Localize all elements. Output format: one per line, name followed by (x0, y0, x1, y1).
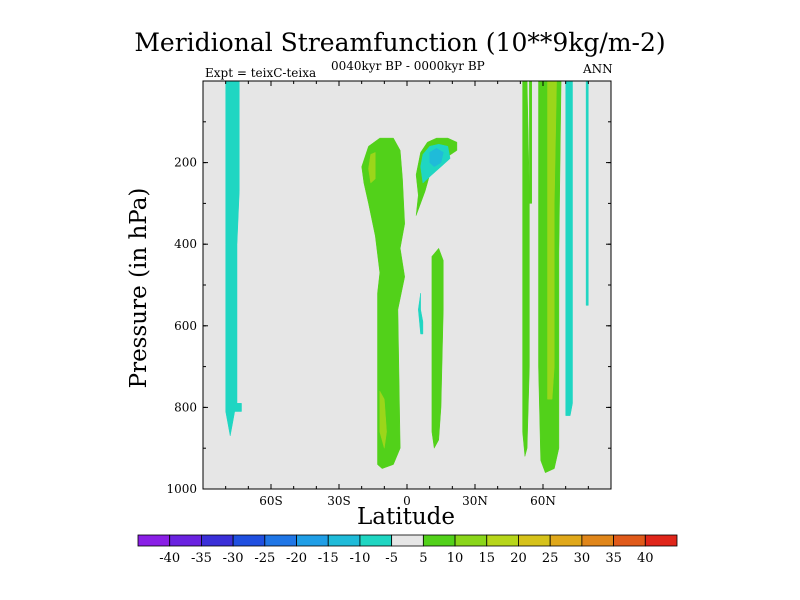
x-tick-label: 0 (403, 494, 411, 508)
colorbar-label: 5 (419, 551, 427, 566)
period-label: 0040kyr BP - 0000kyr BP (331, 59, 485, 73)
colorbar-label: -40 (159, 551, 180, 566)
colorbar-label: -20 (286, 551, 307, 566)
colorbar-label: 30 (574, 551, 591, 566)
contour-region (585, 80, 589, 306)
colorbar-label: -30 (223, 551, 244, 566)
contour-region (379, 390, 387, 449)
x-tick-label: 30N (462, 494, 488, 508)
colorbar-label: 15 (478, 551, 495, 566)
colorbar-swatch (264, 534, 297, 547)
y-tick-label: 1000 (166, 482, 197, 496)
colorbar-label: 20 (510, 551, 527, 566)
colorbar-swatch (232, 534, 266, 547)
colorbar-swatch (644, 534, 678, 547)
colorbar-label: -35 (191, 551, 212, 566)
contour-region (431, 247, 444, 449)
colorbar-label: -10 (349, 551, 370, 566)
y-tick-label: 200 (174, 156, 197, 170)
y-tick-label: 600 (174, 319, 197, 333)
colorbar-swatch (359, 534, 393, 547)
colorbar-swatch (137, 534, 171, 547)
colorbar-swatch (549, 534, 583, 547)
colorbar-label: 10 (447, 551, 464, 566)
contour-region (547, 80, 557, 400)
colorbar-label: 25 (542, 551, 559, 566)
colorbar-swatch (391, 534, 424, 547)
contour-region (429, 148, 444, 168)
colorbar-swatch (422, 534, 456, 547)
contour-region (418, 293, 424, 335)
contour-region (565, 80, 573, 416)
colorbar-swatch (201, 534, 234, 547)
chart-title: Meridional Streamfunction (10**9kg/m-2) (134, 28, 666, 57)
x-axis-label: Latitude (357, 504, 455, 530)
colorbar-label: -25 (254, 551, 275, 566)
colorbar-swatch (518, 534, 551, 547)
colorbar-label: -5 (385, 551, 398, 566)
x-tick-label: 60S (259, 494, 283, 508)
experiment-label: Expt = teixC-teixa (205, 66, 317, 80)
colorbar-swatch (486, 534, 519, 547)
colorbar-label: 35 (605, 551, 622, 566)
colorbar-swatch (169, 534, 202, 547)
contour-region (361, 137, 405, 469)
colorbar-swatch (581, 534, 614, 547)
colorbar-swatch (613, 534, 646, 547)
x-tick-label: 30S (327, 494, 351, 508)
colorbar-swatch (296, 534, 329, 547)
colorbar-label: -15 (318, 551, 339, 566)
contour-region (529, 80, 532, 204)
season-label: ANN (583, 62, 613, 76)
contour-region (368, 152, 376, 184)
y-tick-label: 400 (174, 237, 197, 251)
colorbar-swatch (454, 534, 488, 547)
contour-region (225, 80, 242, 437)
x-tick-label: 60N (530, 494, 556, 508)
y-tick-label: 800 (174, 400, 197, 414)
colorbar-swatch (327, 534, 361, 547)
contour-region (522, 80, 530, 457)
colorbar-label: 40 (637, 551, 654, 566)
